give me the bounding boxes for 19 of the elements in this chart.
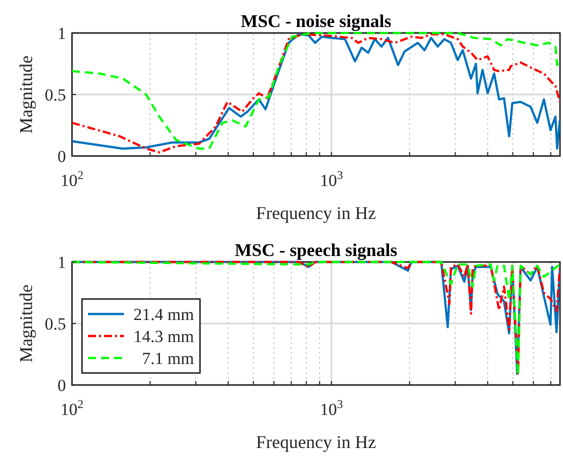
y-tick-label: 0 — [58, 147, 66, 166]
chart-title: MSC - speech signals — [234, 240, 398, 260]
chart-title: MSC - noise signals — [240, 11, 392, 31]
x-tick-label: 10$^{2}$ — [60, 168, 84, 190]
x-tick-label: 10$^{3}$ — [320, 168, 343, 190]
legend-label: 14.3 mm — [134, 327, 194, 346]
y-tick-label: 0.5 — [44, 86, 66, 104]
x-axis-title: Frequency in Hz — [256, 203, 376, 223]
x-tick-label: 10$^{2}$ — [60, 397, 84, 419]
y-tick-label: 0 — [58, 376, 66, 395]
x-tick-label: 10$^{3}$ — [320, 397, 343, 419]
y-tick-label: 1 — [58, 24, 66, 43]
y-tick-label: 0.5 — [44, 314, 66, 334]
y-axis-title: Magnitude — [16, 56, 36, 134]
y-axis-title: Magnitude — [16, 284, 36, 362]
x-axis-title: Frequency in Hz — [256, 432, 376, 452]
legend-label: 21.4 mm — [134, 305, 194, 324]
y-tick-label: 1 — [58, 253, 66, 272]
legend-label: 7.1 mm — [142, 349, 194, 368]
